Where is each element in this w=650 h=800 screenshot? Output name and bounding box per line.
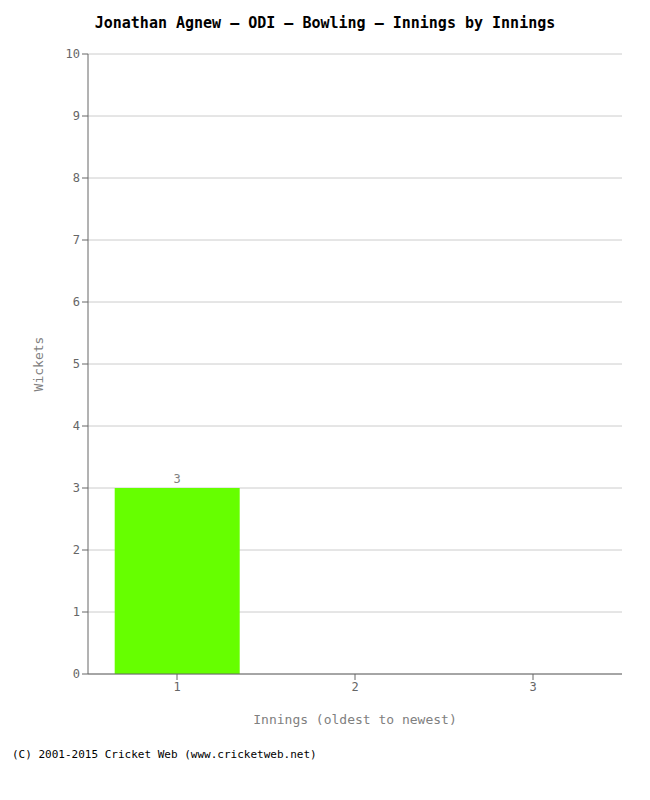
svg-text:Wickets: Wickets	[31, 337, 46, 392]
svg-text:2: 2	[351, 680, 358, 694]
svg-text:9: 9	[73, 109, 80, 123]
svg-text:7: 7	[73, 233, 80, 247]
svg-text:8: 8	[73, 171, 80, 185]
html-text:(C) 2001-2015 Cricket Web (www: (C) 2001-2015 Cricket Web (www.cricketwe…	[12, 748, 317, 761]
svg-text:2: 2	[73, 543, 80, 557]
svg-text:Innings (oldest to newest): Innings (oldest to newest)	[253, 712, 457, 727]
svg-text:3: 3	[174, 472, 181, 486]
svg-text:6: 6	[73, 295, 80, 309]
svg-text:10: 10	[66, 47, 80, 61]
svg-text:5: 5	[73, 357, 80, 371]
svg-text:0: 0	[73, 667, 80, 681]
svg-text:3: 3	[73, 481, 80, 495]
svg-text:1: 1	[73, 605, 80, 619]
svg-text:3: 3	[529, 680, 536, 694]
html-text:Jonathan Agnew – ODI – Bowling: Jonathan Agnew – ODI – Bowling – Innings…	[94, 14, 556, 32]
svg-text:4: 4	[73, 419, 80, 433]
svg-text:1: 1	[173, 680, 180, 694]
